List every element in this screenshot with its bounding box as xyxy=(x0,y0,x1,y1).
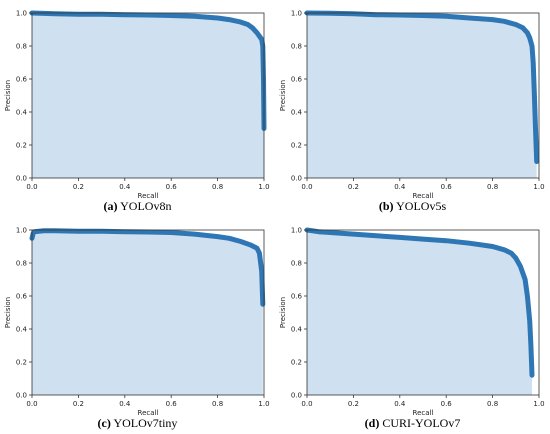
y-tick-label: 0.0 xyxy=(16,175,27,183)
pr-chart-c: 0.0 0.2 0.4 0.6 0.8 1.0 0.0 0.2 0.4 0.6 0.8 1.0 Reca… xyxy=(4,227,270,418)
pr-chart-b: 0.0 0.2 0.4 0.6 0.8 1.0 0.0 0.2 0.4 0.6 0.8 1.0 Reca… xyxy=(279,10,545,201)
x-tick-label: 0.4 xyxy=(394,183,406,191)
x-axis-label: Recall xyxy=(138,409,159,417)
pr-area-fill xyxy=(32,230,263,395)
x-tick-label: 0.4 xyxy=(119,183,131,191)
x-tick-label: 0.6 xyxy=(166,183,178,191)
y-tick-label: 0.6 xyxy=(291,76,303,84)
caption-c: (c) YOLOv7tiny xyxy=(0,416,275,431)
x-tick-label: 0.0 xyxy=(301,183,312,191)
x-tick-label: 0.4 xyxy=(119,400,131,408)
y-tick-label: 0.4 xyxy=(16,109,28,117)
pr-chart-d: 0.0 0.2 0.4 0.6 0.8 1.0 0.0 0.2 0.4 0.6 0.8 1.0 Reca… xyxy=(279,227,545,418)
caption-letter: (d) xyxy=(364,416,380,430)
chart-panel-d: 0.0 0.2 0.4 0.6 0.8 1.0 0.0 0.2 0.4 0.6 0.8 1.0 Reca… xyxy=(275,217,550,434)
x-tick-label: 0.8 xyxy=(487,183,498,191)
y-tick-label: 1.0 xyxy=(291,227,302,235)
y-tick-label: 0.6 xyxy=(291,293,303,301)
y-tick-label: 0.4 xyxy=(16,326,28,334)
x-axis-label: Recall xyxy=(413,409,434,417)
caption-letter: (b) xyxy=(378,199,394,213)
chart-panel-a: 0.0 0.2 0.4 0.6 0.8 1.0 0.0 0.2 0.4 0.6 0.8 1.0 Reca… xyxy=(0,0,275,217)
pr-curve-line xyxy=(29,10,267,131)
y-tick-label: 1.0 xyxy=(16,227,27,235)
caption-text: YOLOv8n xyxy=(120,199,172,213)
pr-area-fill xyxy=(307,230,532,395)
plot-frame xyxy=(306,12,540,179)
x-tick-label: 1.0 xyxy=(258,400,269,408)
y-tick-label: 0.2 xyxy=(291,142,302,150)
chart-panel-c: 0.0 0.2 0.4 0.6 0.8 1.0 0.0 0.2 0.4 0.6 0.8 1.0 Reca… xyxy=(0,217,275,434)
x-tick-label: 1.0 xyxy=(258,183,269,191)
y-tick-label: 0.6 xyxy=(16,76,28,84)
plot-frame xyxy=(306,229,540,396)
y-tick-label: 0.2 xyxy=(291,359,302,367)
y-tick-label: 0.2 xyxy=(16,359,27,367)
x-tick-label: 0.6 xyxy=(166,400,178,408)
x-axis-label: Recall xyxy=(138,192,159,200)
caption-letter: (a) xyxy=(103,199,118,213)
caption-a: (a) YOLOv8n xyxy=(0,199,275,214)
y-tick-label: 1.0 xyxy=(16,10,27,18)
pr-chart-a: 0.0 0.2 0.4 0.6 0.8 1.0 0.0 0.2 0.4 0.6 0.8 1.0 Reca… xyxy=(4,10,270,201)
x-tick-label: 0.2 xyxy=(73,183,84,191)
y-tick-label: 0.8 xyxy=(291,260,302,268)
x-tick-label: 0.6 xyxy=(441,400,453,408)
caption-text: YOLOv7tiny xyxy=(113,416,178,430)
x-tick-label: 0.4 xyxy=(394,400,406,408)
y-tick-label: 0.8 xyxy=(291,43,302,51)
x-tick-label: 0.2 xyxy=(348,400,359,408)
caption-letter: (c) xyxy=(97,416,111,430)
plot-frame xyxy=(31,12,265,179)
x-tick-label: 0.2 xyxy=(348,183,359,191)
x-tick-label: 1.0 xyxy=(533,183,544,191)
y-tick-label: 0.8 xyxy=(16,260,27,268)
x-axis-label: Recall xyxy=(413,192,434,200)
x-tick-label: 0.8 xyxy=(212,183,223,191)
chart-panel-b: 0.0 0.2 0.4 0.6 0.8 1.0 0.0 0.2 0.4 0.6 0.8 1.0 Reca… xyxy=(275,0,550,217)
caption-b: (b) YOLOv5s xyxy=(275,199,550,214)
y-tick-label: 0.8 xyxy=(16,43,27,51)
y-tick-label: 0.2 xyxy=(16,142,27,150)
x-tick-label: 1.0 xyxy=(533,400,544,408)
y-axis-label: Precision xyxy=(4,297,12,328)
x-tick-label: 0.6 xyxy=(441,183,453,191)
x-tick-label: 0.0 xyxy=(26,400,37,408)
pr-area-fill xyxy=(307,13,537,178)
x-tick-label: 0.8 xyxy=(212,400,223,408)
pr-area-fill xyxy=(32,13,264,178)
plot-frame xyxy=(31,229,265,396)
y-axis-label: Precision xyxy=(4,80,12,111)
y-axis-label: Precision xyxy=(279,297,287,328)
y-axis-label: Precision xyxy=(279,80,287,111)
y-tick-label: 0.6 xyxy=(16,293,28,301)
caption-text: YOLOv5s xyxy=(396,199,447,213)
x-tick-label: 0.0 xyxy=(301,400,312,408)
caption-text: CURI-YOLOv7 xyxy=(382,416,461,430)
y-tick-label: 0.0 xyxy=(291,175,302,183)
y-tick-label: 0.4 xyxy=(291,109,303,117)
pr-curve-line xyxy=(304,227,535,378)
x-tick-label: 0.2 xyxy=(73,400,84,408)
pr-curve-line xyxy=(29,228,266,307)
pr-curve-line xyxy=(304,10,540,164)
y-tick-label: 0.0 xyxy=(16,392,27,400)
x-tick-label: 0.8 xyxy=(487,400,498,408)
y-tick-label: 1.0 xyxy=(291,10,302,18)
x-tick-label: 0.0 xyxy=(26,183,37,191)
y-tick-label: 0.4 xyxy=(291,326,303,334)
caption-d: (d) CURI-YOLOv7 xyxy=(275,416,550,431)
y-tick-label: 0.0 xyxy=(291,392,302,400)
